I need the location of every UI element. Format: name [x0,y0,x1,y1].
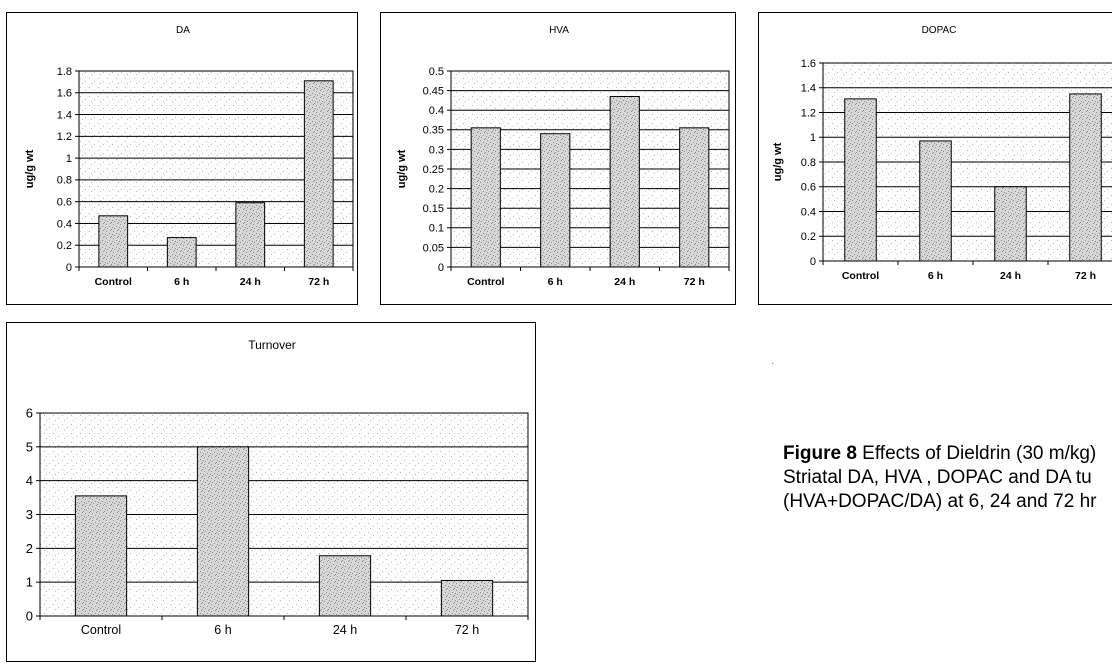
category-label: 24 h [1000,270,1021,282]
hva-chart-panel: HVA 0 0.05 0.1 0.15 0.2 0.25 0.3 0.35 0.4 0.45 0.5 u… [380,12,736,305]
y-tick-label: 0.8 [801,157,816,169]
y-tick-label: 0.6 [801,182,816,194]
bar [679,127,710,268]
y-tick-label: 1.6 [801,58,816,70]
category-label: 72 h [308,276,329,288]
y-tick-label: 0.1 [429,223,444,235]
caption-text-1: Effects of Dieldrin (30 m/kg) [856,443,1097,464]
y-tick-label: 1.2 [801,107,816,119]
y-tick-label: 0.2 [801,231,816,243]
y-axis-label: ug/g wt [396,149,408,188]
y-tick-label: 0.2 [429,183,444,195]
y-tick-label: 3 [26,507,33,522]
stray-dot: . [771,353,775,367]
bar [235,202,266,268]
bar [540,133,571,268]
category-label: 72 h [455,623,479,637]
bar [166,237,197,268]
caption-line-3: (HVA+DOPAC/DA) at 6, 24 and 72 hr [783,491,1097,512]
figure-caption: Figure 8 Effects of Dieldrin (30 m/kg) S… [783,442,1112,514]
bar [318,555,372,617]
y-tick-label: 2 [26,541,33,556]
y-tick-label: 0.5 [429,66,444,78]
y-tick-label: 0 [26,609,33,624]
bar [1069,93,1102,262]
y-tick-label: 0.35 [423,125,444,137]
turnover-chart-panel: Turnover 0 1 2 3 4 5 6 Control 6 h 24 h 72 h [6,322,536,662]
bar [470,127,501,268]
caption-label: Figure 8 [783,443,857,464]
category-label: 6 h [548,276,563,288]
y-tick-label: 0 [810,256,816,268]
category-label: 6 h [214,623,231,637]
y-tick-label: 0 [438,262,444,274]
bar [994,186,1027,262]
bar [303,80,334,268]
bar [609,95,640,268]
y-tick-label: 0.15 [423,203,444,215]
y-tick-label: 1.8 [57,66,72,78]
y-tick-label: 1.4 [57,109,72,121]
y-tick-label: 0.6 [57,197,72,209]
y-tick-label: 6 [26,406,33,421]
y-tick-label: 0.4 [57,218,72,230]
y-tick-label: 5 [26,439,33,454]
bar [196,446,250,617]
y-tick-label: 0.8 [57,175,72,187]
category-label: Control [842,270,879,282]
y-tick-label: 0.4 [429,105,444,117]
turnover-chart: Turnover 0 1 2 3 4 5 6 Control 6 h 24 h 72 h [26,338,529,637]
category-label: 72 h [684,276,705,288]
category-label: 24 h [614,276,635,288]
y-tick-label: 0.05 [423,242,444,254]
dopac-chart: DOPAC 0 0.2 0.4 0.6 0.8 1 1.2 1.4 1.6 ug/g wt Contr… [772,25,1112,282]
caption-line-1: Figure 8 Effects of Dieldrin (30 m/kg) [783,442,1112,466]
chart-title: HVA [549,25,569,36]
y-tick-label: 1 [26,575,33,590]
category-label: 24 h [240,276,261,288]
category-label: 6 h [174,276,189,288]
y-tick-label: 4 [26,473,33,488]
y-tick-label: 1.4 [801,83,816,95]
category-label: Control [81,623,121,637]
da-chart-panel: DA 0 0.2 0.4 0.6 0.8 1 1.2 1.4 1.6 1.8 ug/g wt Contr… [6,12,358,305]
category-label: 24 h [333,623,357,637]
y-tick-label: 1 [66,153,72,165]
hva-chart: HVA 0 0.05 0.1 0.15 0.2 0.25 0.3 0.35 0.4 0.45 0.5 u… [396,25,730,288]
chart-title: Turnover [248,338,296,352]
y-tick-label: 0.3 [429,144,444,156]
dopac-chart-panel: DOPAC 0 0.2 0.4 0.6 0.8 1 1.2 1.4 1.6 ug/g wt Contr… [758,12,1112,305]
bar [844,98,877,262]
category-label: Control [95,276,132,288]
category-label: 72 h [1075,270,1096,282]
da-chart: DA 0 0.2 0.4 0.6 0.8 1 1.2 1.4 1.6 1.8 ug/g wt Contr… [24,25,354,288]
category-label: Control [467,276,504,288]
y-tick-label: 1.2 [57,131,72,143]
bar [98,215,129,268]
chart-title: DA [176,25,190,36]
y-axis-label: ug/g wt [772,142,784,181]
chart-title: DOPAC [922,25,957,36]
caption-line-2: Striatal DA, HVA , DOPAC and DA tu [783,467,1092,488]
y-tick-label: 0.45 [423,85,444,97]
category-label: 6 h [928,270,943,282]
bar [74,495,128,617]
y-tick-label: 0.2 [57,240,72,252]
y-axis-label: ug/g wt [24,149,36,188]
bar [440,579,494,617]
y-tick-label: 1 [810,132,816,144]
y-tick-label: 0.25 [423,164,444,176]
y-tick-label: 0.4 [801,206,816,218]
y-tick-label: 1.6 [57,88,72,100]
bar [919,140,952,262]
y-tick-label: 0 [66,262,72,274]
